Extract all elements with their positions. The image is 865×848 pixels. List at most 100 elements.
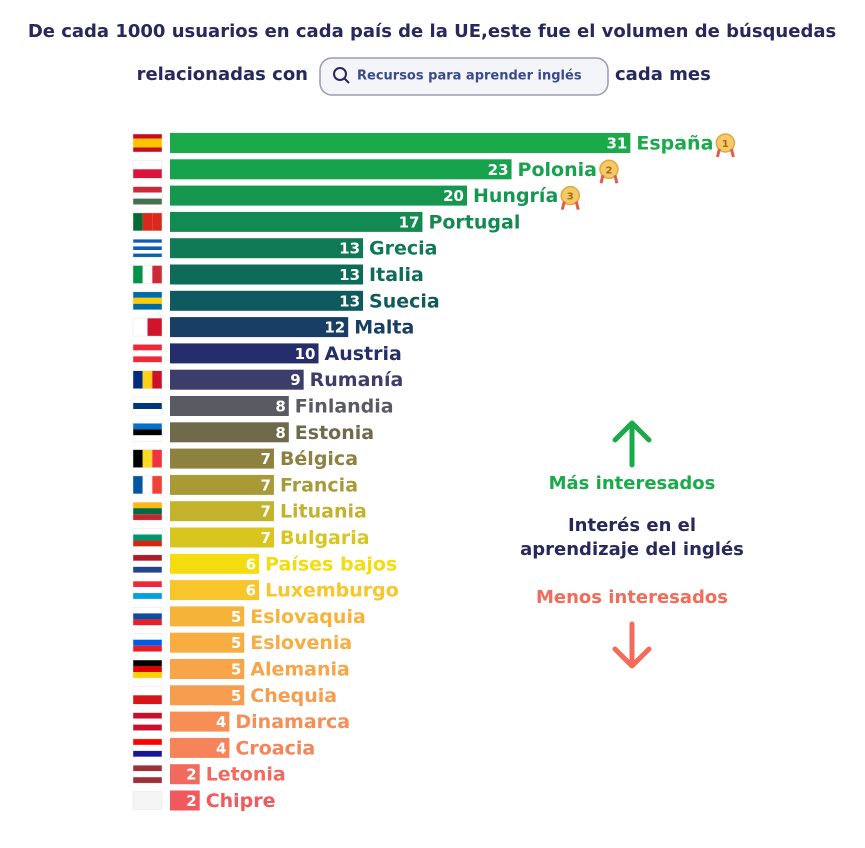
category-label: Hungría — [473, 185, 558, 207]
value-label: 13 — [339, 292, 360, 310]
flag-stripe — [142, 449, 153, 468]
value-label: 17 — [399, 213, 420, 231]
flag-stripe — [133, 449, 143, 468]
category-label: Eslovenia — [250, 632, 352, 654]
category-label: Alemania — [250, 659, 350, 681]
flag-border — [132, 554, 163, 574]
flag-stripe — [133, 581, 162, 588]
flag-stripe — [133, 540, 162, 547]
flag-stripe — [133, 724, 162, 731]
flag-stripe — [133, 246, 162, 250]
value-label: 13 — [339, 266, 360, 284]
flag-stripe — [133, 318, 148, 337]
bar — [170, 737, 230, 758]
category-label: Polonia — [518, 159, 597, 181]
value-label: 8 — [275, 424, 285, 442]
bar — [170, 790, 200, 811]
medal-label: 1 — [722, 139, 729, 150]
bar — [170, 448, 274, 469]
flag-border — [132, 396, 163, 416]
category-label: Luxemburgo — [265, 580, 399, 602]
category-label: Rumanía — [310, 369, 404, 391]
value-label: 6 — [246, 555, 256, 573]
value-label: 4 — [216, 739, 226, 757]
category-label: España — [636, 133, 713, 155]
category-label: Estonia — [295, 422, 374, 444]
flag-border — [132, 449, 163, 468]
flag-stripe — [133, 672, 162, 678]
flag-border — [132, 633, 163, 652]
flag-stripe — [133, 397, 162, 403]
flag-stripe — [133, 528, 162, 535]
medal — [560, 185, 581, 206]
flag-stripe — [133, 475, 143, 494]
medal-ribbon — [560, 201, 580, 210]
bar — [170, 685, 245, 706]
flag-border — [132, 791, 163, 810]
category-label: Letonia — [206, 764, 286, 786]
flag-stripe — [133, 587, 162, 594]
value-label: 12 — [324, 319, 345, 337]
flag-border — [132, 212, 163, 232]
value-label: 9 — [290, 371, 300, 389]
search-box — [319, 57, 609, 96]
bar — [170, 159, 512, 180]
arrow-down — [612, 621, 652, 669]
flag-stripe — [133, 738, 162, 745]
flag-border — [132, 475, 163, 495]
flag-stripe — [152, 475, 162, 494]
flag-stripe — [147, 318, 162, 337]
value-label: 5 — [231, 608, 241, 626]
flag-stripe — [133, 143, 162, 148]
category-label: Eslovaquia — [250, 606, 366, 628]
flag-stripe — [133, 607, 162, 614]
annotation-more: Más interesados — [549, 473, 716, 494]
value-label: 7 — [261, 476, 271, 494]
flag-stripe — [133, 297, 162, 304]
flag-border — [132, 291, 163, 311]
bar — [170, 422, 289, 443]
flag-border — [132, 344, 163, 363]
value-label: 2 — [186, 766, 196, 784]
flag-border — [132, 764, 163, 784]
title-after-search: cada mes — [615, 64, 711, 85]
category-label: Bulgaria — [280, 527, 370, 549]
flag-stripe — [133, 593, 162, 600]
flag-stripe — [152, 265, 162, 284]
flag-border — [132, 186, 163, 205]
flag-stripe — [133, 566, 162, 573]
flag-stripe — [133, 619, 162, 626]
medal — [715, 133, 736, 153]
bar — [170, 343, 319, 364]
category-label: Lituania — [280, 501, 367, 523]
flag-border — [132, 686, 163, 705]
search-icon-handle — [343, 77, 350, 84]
category-label: Portugal — [428, 211, 520, 233]
value-label: 2 — [186, 792, 196, 810]
bar — [170, 211, 423, 232]
annotation-interest: aprendizaje del inglés — [520, 539, 744, 560]
flag-stripe — [133, 239, 162, 243]
category-label: Chipre — [206, 790, 276, 812]
flag-border — [132, 659, 163, 679]
category-label: Países bajos — [265, 553, 397, 575]
bar — [170, 369, 304, 390]
flag-stripe — [133, 265, 143, 284]
flag-border — [132, 580, 163, 600]
flag-border — [132, 133, 163, 153]
flag-stripe — [133, 666, 162, 672]
flag-stripe — [133, 212, 143, 231]
bar — [170, 133, 631, 153]
flag-stripe — [133, 750, 162, 757]
bar — [170, 632, 245, 653]
flag-stripe — [133, 502, 162, 509]
flag-stripe — [152, 212, 162, 231]
flag-border — [132, 738, 163, 758]
bar — [170, 290, 364, 311]
search-icon — [333, 67, 347, 81]
flag-stripe — [133, 344, 162, 351]
value-label: 23 — [488, 161, 509, 179]
flag-stripe — [133, 645, 162, 652]
flag-stripe — [142, 212, 153, 231]
